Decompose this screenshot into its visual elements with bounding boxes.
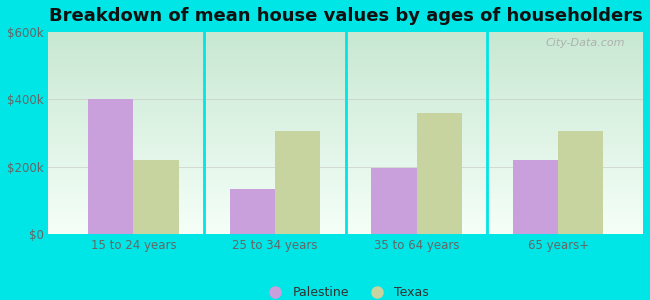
Bar <box>513 160 558 234</box>
Bar <box>275 131 320 234</box>
Bar <box>88 99 133 234</box>
Text: City-Data.com: City-Data.com <box>546 38 625 48</box>
Bar <box>133 160 179 234</box>
Bar <box>371 168 417 234</box>
Bar <box>229 189 275 234</box>
Legend: Palestine, Texas: Palestine, Texas <box>257 281 434 300</box>
Bar <box>417 113 462 234</box>
Title: Breakdown of mean house values by ages of householders: Breakdown of mean house values by ages o… <box>49 7 643 25</box>
Bar <box>558 131 603 234</box>
